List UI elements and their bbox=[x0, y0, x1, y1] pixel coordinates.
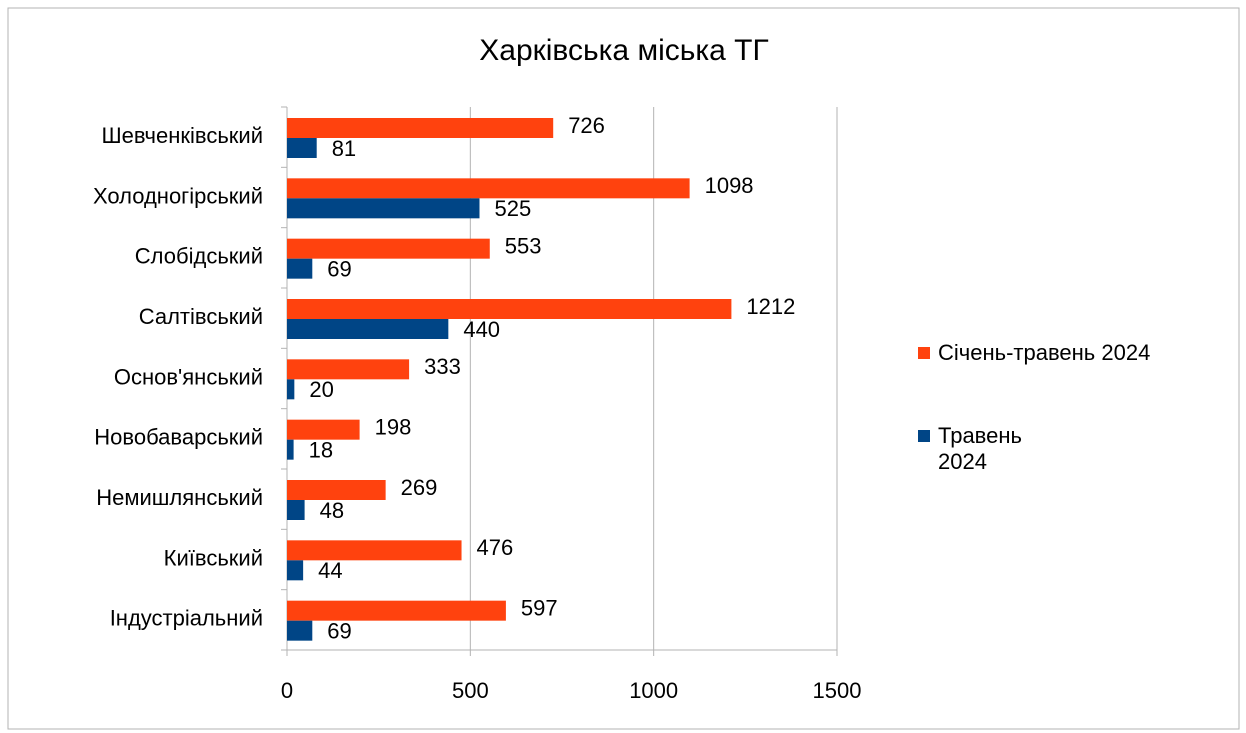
data-label: 553 bbox=[505, 233, 542, 258]
bar bbox=[287, 198, 480, 219]
data-label: 476 bbox=[477, 535, 514, 560]
data-label: 81 bbox=[332, 136, 356, 161]
bar bbox=[287, 620, 313, 641]
y-tick-label: Салтівський bbox=[139, 304, 263, 329]
x-tick-label: 1000 bbox=[629, 678, 678, 703]
legend-swatch bbox=[918, 430, 930, 442]
chart-title: Харківська міська ТГ bbox=[479, 34, 769, 67]
legend-label: Травень 2024 bbox=[938, 423, 1022, 474]
y-tick-label: Індустріальний bbox=[110, 606, 263, 631]
bar bbox=[287, 379, 295, 400]
x-tick-label: 1500 bbox=[813, 678, 862, 703]
y-tick-label: Немишлянський bbox=[96, 485, 263, 510]
bar bbox=[287, 419, 360, 440]
data-label: 44 bbox=[318, 558, 342, 583]
data-label: 1212 bbox=[746, 294, 795, 319]
y-tick-label: Холодногірський bbox=[93, 183, 263, 208]
bar bbox=[287, 359, 410, 380]
x-tick-label: 500 bbox=[452, 678, 489, 703]
bar bbox=[287, 480, 386, 500]
y-tick-label: Слобідський bbox=[135, 244, 263, 269]
y-tick-label: Шевченківський bbox=[101, 123, 263, 148]
legend-item: Січень-травень 2024 bbox=[918, 340, 1150, 366]
legend-swatch bbox=[918, 347, 930, 359]
y-tick-label: Новобаварський bbox=[94, 425, 263, 450]
y-tick-label: Київський bbox=[164, 545, 263, 570]
data-label: 525 bbox=[495, 196, 532, 221]
data-label: 333 bbox=[424, 354, 461, 379]
legend-item: Травень 2024 bbox=[918, 423, 1058, 475]
bar bbox=[287, 560, 304, 581]
data-label: 69 bbox=[327, 256, 351, 281]
data-label: 269 bbox=[401, 475, 438, 500]
bar bbox=[287, 258, 313, 279]
y-tick-label: Основ'янський bbox=[114, 364, 263, 389]
bar bbox=[287, 500, 305, 520]
data-label: 20 bbox=[309, 377, 333, 402]
bar bbox=[287, 439, 294, 460]
data-label: 69 bbox=[327, 618, 351, 643]
data-label: 18 bbox=[309, 437, 333, 462]
data-label: 440 bbox=[463, 317, 500, 342]
bar bbox=[287, 600, 506, 621]
bar bbox=[287, 540, 462, 561]
data-label: 1098 bbox=[705, 173, 754, 198]
bar bbox=[287, 319, 449, 339]
x-tick-label: 0 bbox=[281, 678, 293, 703]
bar bbox=[287, 138, 317, 158]
legend-label: Січень-травень 2024 bbox=[938, 340, 1151, 365]
bar bbox=[287, 299, 732, 319]
data-label: 726 bbox=[568, 113, 605, 138]
data-label: 597 bbox=[521, 595, 558, 620]
bar bbox=[287, 118, 554, 138]
bar bbox=[287, 238, 490, 259]
data-label: 48 bbox=[320, 498, 344, 523]
bar bbox=[287, 178, 690, 199]
frame bbox=[7, 7, 1240, 730]
data-label: 198 bbox=[375, 414, 412, 439]
